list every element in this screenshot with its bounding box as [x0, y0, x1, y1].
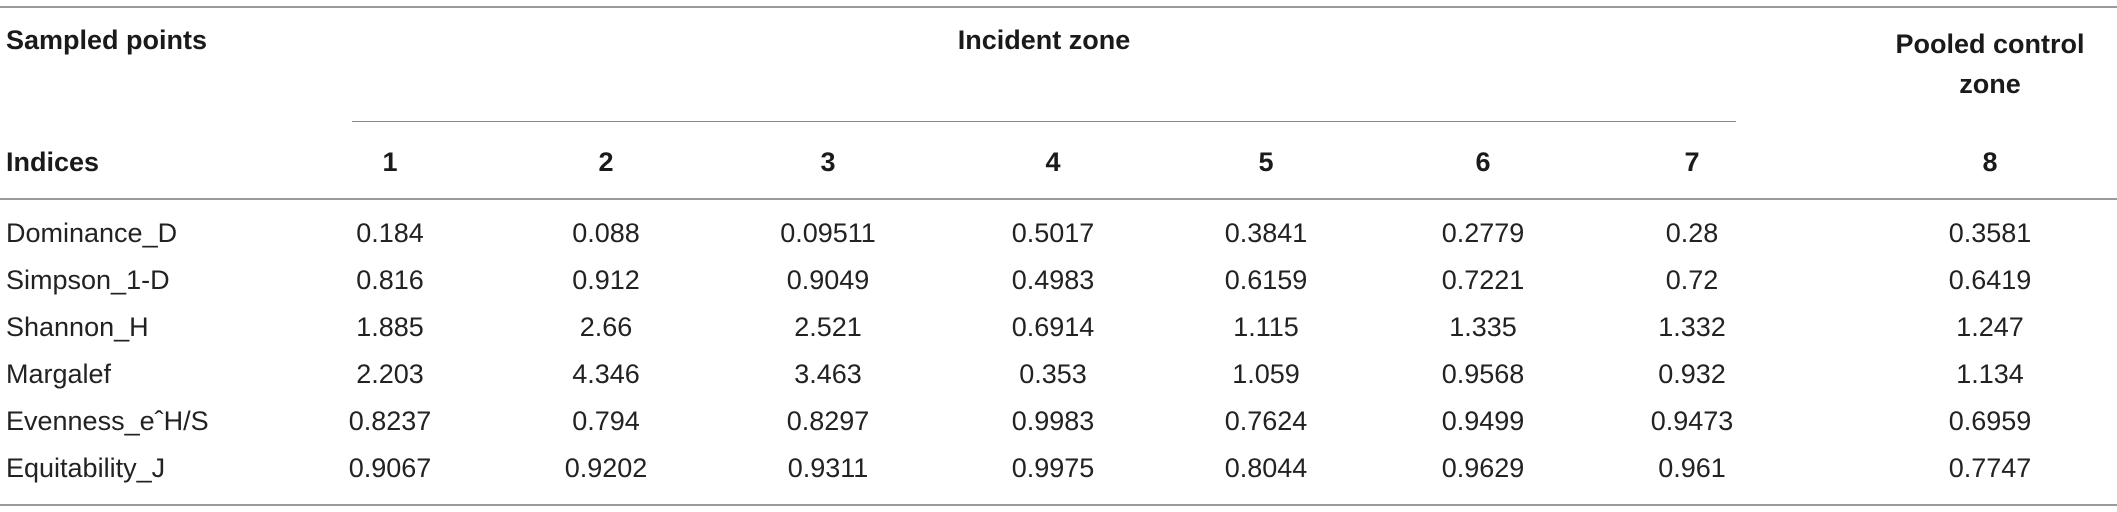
table-cell: 0.9975: [1011, 453, 1095, 483]
table-cell: 0.72: [1665, 265, 1719, 295]
table-cell: 1.115: [1233, 312, 1299, 342]
header-bottom-rule: [0, 198, 2117, 200]
column-header-2: 2: [598, 147, 614, 177]
table-cell: 0.9311: [787, 453, 869, 483]
table-cell: 1.134: [1956, 359, 2024, 389]
table-cell: 0.9983: [1011, 406, 1095, 436]
table-cell: 0.28: [1665, 218, 1719, 248]
table-cell: 0.9049: [786, 265, 870, 295]
table-cell: 4.346: [572, 359, 640, 389]
incident-zone-rule: [352, 121, 1736, 122]
table-cell: 0.9568: [1441, 359, 1525, 389]
table-cell: 1.885: [356, 312, 424, 342]
table-cell: 0.961: [1658, 453, 1726, 483]
row-label-margalef: Margalef: [6, 359, 112, 389]
table-cell: 0.7624: [1224, 406, 1308, 436]
table-cell: 0.6419: [1948, 265, 2032, 295]
table-cell: 2.521: [794, 312, 862, 342]
table-cell: 2.203: [356, 359, 424, 389]
table-cell: 0.088: [572, 218, 640, 248]
row-label-evenness: Evenness_eˆH/S: [6, 406, 209, 436]
row-label-simpson: Simpson_1-D: [6, 265, 170, 295]
header-pooled-control-zone: Pooled control zone: [1895, 29, 2085, 99]
table-cell: 1.247: [1956, 312, 2024, 342]
table-cell: 0.794: [572, 406, 640, 436]
row-label-shannon: Shannon_H: [6, 312, 149, 342]
table-cell: 0.9629: [1441, 453, 1525, 483]
column-header-7: 7: [1684, 147, 1700, 177]
table-cell: 0.09511: [780, 218, 876, 248]
table-cell: 3.463: [794, 359, 862, 389]
table-cell: 0.3841: [1224, 218, 1308, 248]
table-cell: 0.9473: [1650, 406, 1734, 436]
table-cell: 1.332: [1658, 312, 1726, 342]
table-cell: 0.9067: [348, 453, 432, 483]
table-cell: 0.912: [572, 265, 640, 295]
table-cell: 0.8044: [1224, 453, 1308, 483]
table-cell: 0.8297: [786, 406, 870, 436]
table-cell: 0.9499: [1441, 406, 1525, 436]
table-cell: 0.6159: [1224, 265, 1308, 295]
table-cell: 0.7221: [1441, 265, 1525, 295]
column-header-3: 3: [820, 147, 836, 177]
table-cell: 0.3581: [1948, 218, 2032, 248]
column-header-5: 5: [1258, 147, 1274, 177]
table-cell: 1.335: [1449, 312, 1517, 342]
table-cell: 1.059: [1232, 359, 1300, 389]
header-indices: Indices: [6, 147, 100, 177]
table-cell: 0.5017: [1011, 218, 1095, 248]
header-incident-zone: Incident zone: [957, 25, 1131, 55]
table-cell: 0.6914: [1011, 312, 1095, 342]
column-header-6: 6: [1475, 147, 1491, 177]
table-cell: 0.8237: [348, 406, 432, 436]
table-cell: 0.932: [1658, 359, 1726, 389]
table-cell: 0.353: [1019, 359, 1087, 389]
column-header-1: 1: [382, 147, 398, 177]
table-cell: 0.9202: [564, 453, 648, 483]
table-bottom-rule: [0, 504, 2117, 506]
table-cell: 0.184: [356, 218, 424, 248]
column-header-8: 8: [1982, 147, 1998, 177]
column-header-4: 4: [1045, 147, 1061, 177]
table-cell: 0.2779: [1441, 218, 1525, 248]
table-cell: 0.6959: [1948, 406, 2032, 436]
table-cell: 0.816: [356, 265, 424, 295]
row-label-equitability: Equitability_J: [6, 453, 166, 483]
table-cell: 0.7747: [1948, 453, 2032, 483]
table-cell: 0.4983: [1011, 265, 1095, 295]
table-top-rule: [0, 6, 2117, 8]
row-label-dominance: Dominance_D: [6, 218, 178, 248]
header-sampled-points: Sampled points: [6, 25, 208, 55]
table-cell: 2.66: [579, 312, 633, 342]
